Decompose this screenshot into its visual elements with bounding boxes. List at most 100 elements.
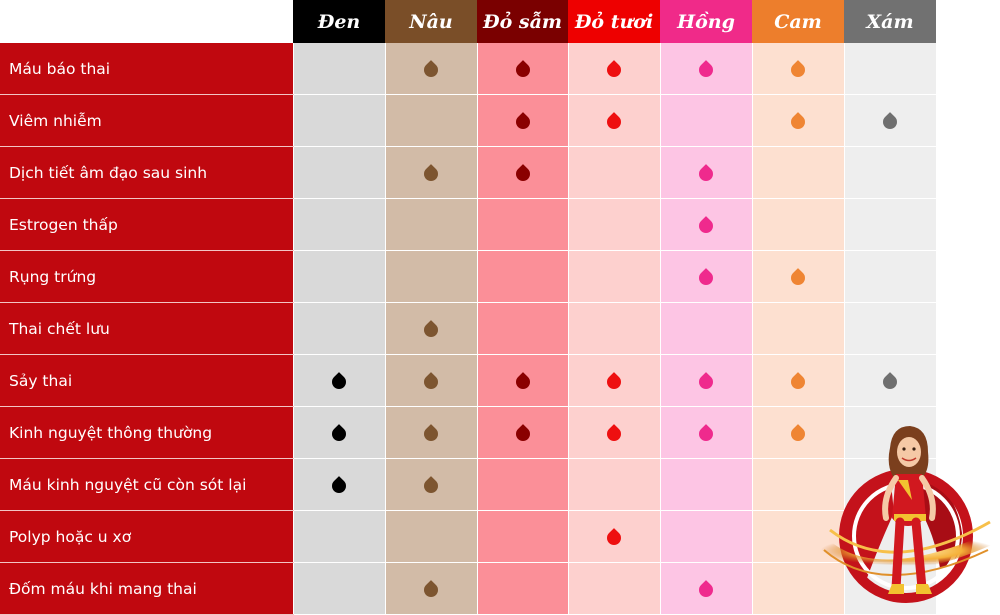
blood-drop-icon xyxy=(604,111,624,132)
table-row: Dịch tiết âm đạo sau sinh xyxy=(0,146,937,199)
blood-drop-icon xyxy=(329,371,349,392)
table-row: Viêm nhiễm xyxy=(0,94,937,147)
blood-drop-icon xyxy=(696,163,716,184)
cell-nau xyxy=(385,250,478,303)
cell-cam xyxy=(752,94,845,147)
cell-hong xyxy=(660,43,753,95)
cell-do-tuoi xyxy=(568,510,661,563)
cell-do-sam xyxy=(477,406,569,459)
table-row: Sảy thai xyxy=(0,354,937,407)
row-label: Polyp hoặc u xơ xyxy=(0,510,294,563)
mascot-swoosh xyxy=(814,530,1000,572)
blood-drop-icon xyxy=(421,579,441,600)
cell-den xyxy=(293,302,386,355)
cell-cam xyxy=(752,43,845,95)
cell-xam xyxy=(844,146,937,199)
blood-drop-icon xyxy=(512,163,533,184)
cell-xam xyxy=(844,302,937,355)
column-header-nau: Nâu xyxy=(385,0,477,43)
table-row: Đốm máu khi mang thai xyxy=(0,562,937,615)
cell-cam xyxy=(752,354,845,407)
blood-drop-icon xyxy=(788,423,808,444)
cell-nau xyxy=(385,562,478,615)
cell-cam xyxy=(752,562,845,615)
cell-do-tuoi xyxy=(568,562,661,615)
cell-cam xyxy=(752,302,845,355)
header-corner xyxy=(0,0,293,43)
column-header-den: Đen xyxy=(293,0,385,43)
cell-nau xyxy=(385,146,478,199)
cell-cam xyxy=(752,250,845,303)
blood-drop-icon xyxy=(512,111,533,132)
cell-do-sam xyxy=(477,302,569,355)
cell-hong xyxy=(660,302,753,355)
blood-drop-icon xyxy=(788,371,808,392)
blood-drop-icon xyxy=(329,475,349,496)
row-label: Sảy thai xyxy=(0,354,294,407)
cell-den xyxy=(293,146,386,199)
row-label: Estrogen thấp xyxy=(0,198,294,251)
cell-hong xyxy=(660,94,753,147)
cell-nau xyxy=(385,43,478,95)
cell-do-sam xyxy=(477,43,569,95)
table-body: Máu báo thai Viêm nhiễm Dịch tiết âm đạo s… xyxy=(0,43,937,615)
cell-den xyxy=(293,250,386,303)
cell-do-tuoi xyxy=(568,354,661,407)
cell-nau xyxy=(385,458,478,511)
table-row: Máu báo thai xyxy=(0,43,937,95)
cell-nau xyxy=(385,198,478,251)
column-header-do-sam: Đỏ sẫm xyxy=(477,0,568,43)
cell-do-tuoi xyxy=(568,458,661,511)
cell-do-sam xyxy=(477,562,569,615)
row-label: Thai chết lưu xyxy=(0,302,294,355)
blood-drop-icon xyxy=(788,111,808,132)
cell-hong xyxy=(660,406,753,459)
blood-drop-icon xyxy=(421,475,441,496)
cell-hong xyxy=(660,354,753,407)
blood-drop-icon xyxy=(329,423,349,444)
table-row: Thai chết lưu xyxy=(0,302,937,355)
table-row: Máu kinh nguyệt cũ còn sót lại xyxy=(0,458,937,511)
row-label: Đốm máu khi mang thai xyxy=(0,562,294,615)
cell-hong xyxy=(660,562,753,615)
cell-do-sam xyxy=(477,354,569,407)
blood-color-table: Đen Nâu Đỏ sẫm Đỏ tươi Hồng Cam Xám Máu … xyxy=(0,0,937,615)
cell-do-tuoi xyxy=(568,146,661,199)
blood-drop-icon xyxy=(696,423,716,444)
cell-nau xyxy=(385,406,478,459)
cell-den xyxy=(293,458,386,511)
blood-drop-icon xyxy=(421,423,441,444)
column-header-hong: Hồng xyxy=(660,0,752,43)
cell-do-sam xyxy=(477,94,569,147)
cell-do-sam xyxy=(477,198,569,251)
cell-xam xyxy=(844,198,937,251)
cell-cam xyxy=(752,406,845,459)
cell-do-sam xyxy=(477,510,569,563)
table-row: Polyp hoặc u xơ xyxy=(0,510,937,563)
blood-drop-icon xyxy=(604,59,624,80)
blood-drop-icon xyxy=(696,371,716,392)
cell-do-tuoi xyxy=(568,302,661,355)
cell-do-tuoi xyxy=(568,43,661,95)
cell-den xyxy=(293,354,386,407)
cell-do-sam xyxy=(477,146,569,199)
blood-drop-icon xyxy=(696,59,716,80)
mascot-body xyxy=(892,474,926,526)
column-header-cam: Cam xyxy=(752,0,844,43)
table-row: Kinh nguyệt thông thường xyxy=(0,406,937,459)
cell-do-tuoi xyxy=(568,250,661,303)
blood-drop-icon xyxy=(512,423,533,444)
blood-drop-icon xyxy=(421,163,441,184)
blood-drop-icon xyxy=(421,59,441,80)
cell-hong xyxy=(660,458,753,511)
blood-drop-icon xyxy=(512,371,533,392)
cell-xam xyxy=(844,94,937,147)
blood-drop-icon xyxy=(788,59,808,80)
cell-den xyxy=(293,94,386,147)
blood-drop-icon xyxy=(604,423,624,444)
cell-do-tuoi xyxy=(568,94,661,147)
cell-do-sam xyxy=(477,250,569,303)
row-label: Dịch tiết âm đạo sau sinh xyxy=(0,146,294,199)
column-header-do-tuoi: Đỏ tươi xyxy=(568,0,660,43)
blood-drop-icon xyxy=(421,319,441,340)
